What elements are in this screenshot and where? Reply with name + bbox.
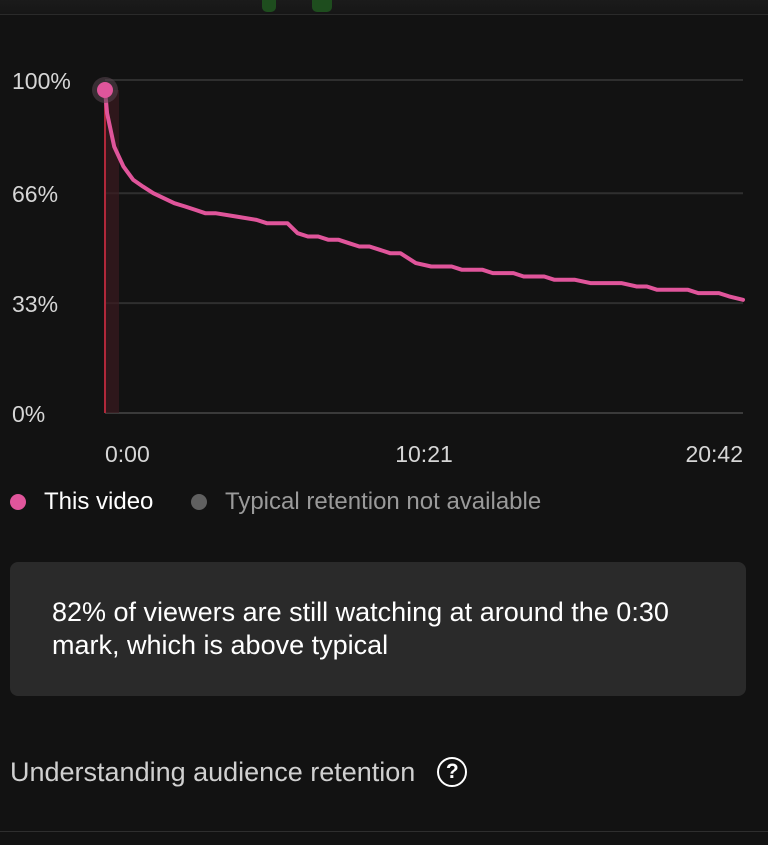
legend-label-typical: Typical retention not available (225, 488, 542, 515)
retention-insight-card: 82% of viewers are still watching at aro… (10, 562, 746, 696)
question-circle-icon[interactable]: ? (437, 757, 468, 787)
x-tick-label: 0:00 (105, 441, 150, 467)
series-line-this-video (103, 88, 745, 302)
x-tick-label: 10:21 (395, 441, 453, 467)
playhead-band (105, 89, 119, 414)
chart-legend: This video Typical retention not availab… (0, 488, 768, 524)
top-strip (0, 0, 768, 15)
video-thumbnail-fragment (312, 0, 332, 12)
retention-insight-text: 82% of viewers are still watching at aro… (52, 597, 669, 660)
legend-dot-typical (191, 494, 207, 510)
understanding-retention-link[interactable]: Understanding audience retention ? (10, 750, 468, 794)
legend-item-this-video: This video (10, 488, 153, 516)
y-tick-label: 0% (12, 401, 45, 427)
retention-chart: 100% 66% 33% 0% 0:00 10:21 20:42 (12, 68, 745, 467)
y-tick-label: 66% (12, 181, 58, 207)
understanding-retention-label: Understanding audience retention (10, 756, 416, 787)
divider (0, 831, 768, 832)
video-thumbnail-fragment (262, 0, 276, 12)
y-tick-label: 100% (12, 68, 71, 94)
y-tick-label: 33% (12, 291, 58, 317)
data-point-start (97, 81, 113, 98)
x-tick-label: 20:42 (685, 441, 743, 467)
legend-item-typical: Typical retention not available (191, 488, 541, 516)
legend-dot-this-video (10, 494, 26, 510)
legend-label-this-video: This video (44, 488, 154, 515)
